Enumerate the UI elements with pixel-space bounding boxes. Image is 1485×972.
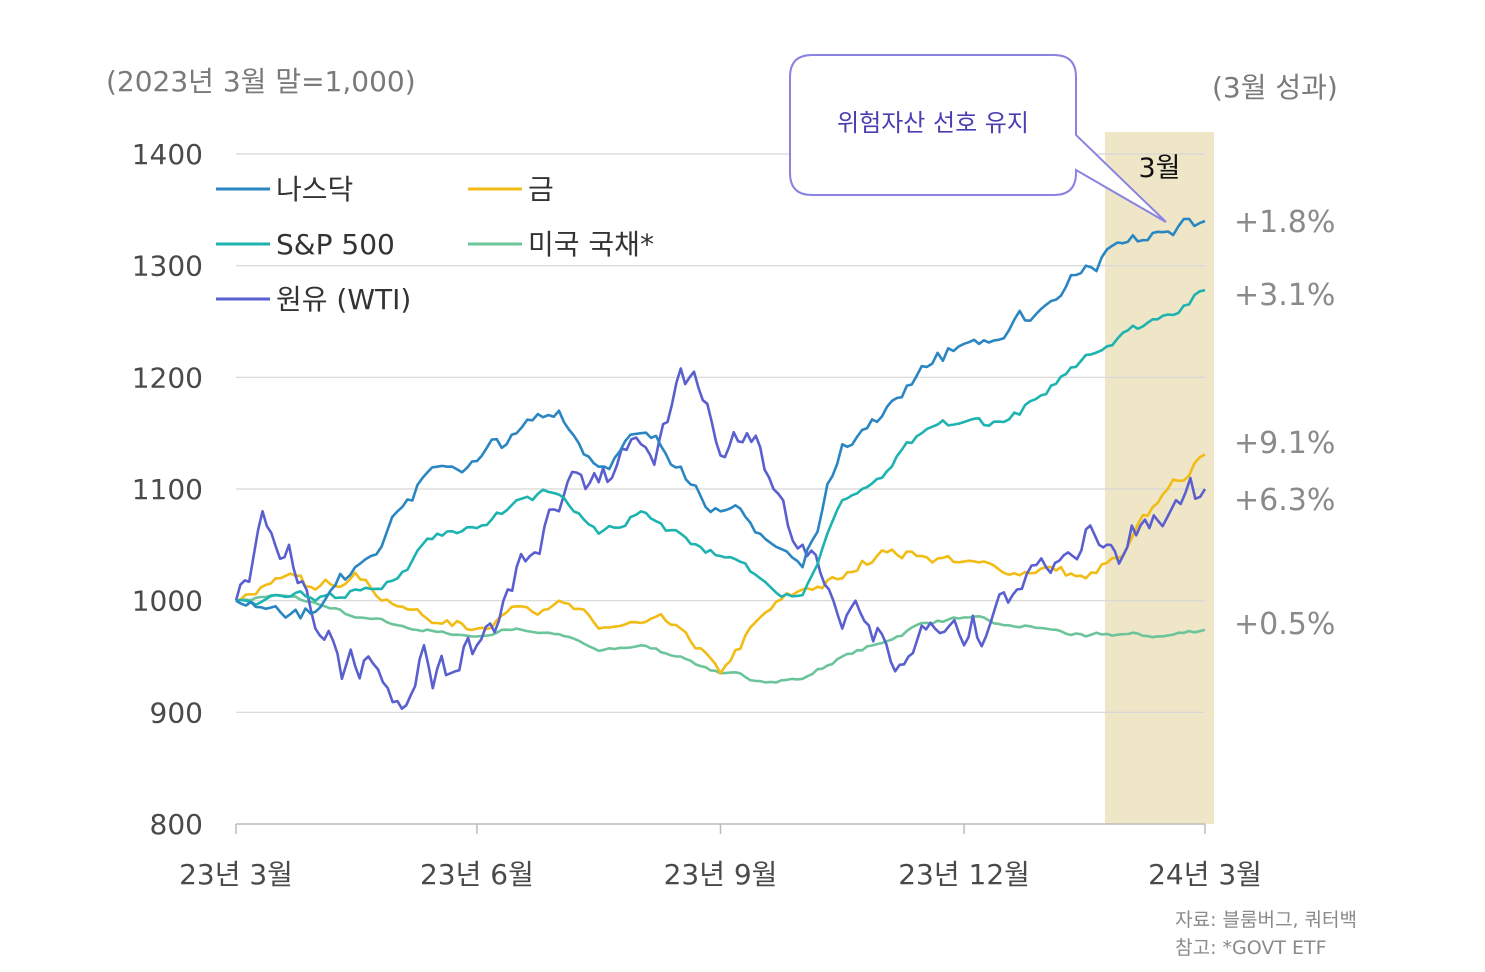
x-tick-label: 24년 3월 [1148,858,1262,891]
highlight-label: 3월 [1138,153,1180,184]
series-line-sp500 [235,288,1206,606]
y-axis-tick-labels: 1400 1300 1200 1100 1000 900 800 [132,138,203,841]
x-axis-ticks: 23년 3월 23년 6월 23년 9월 23년 12월 24년 3월 [179,824,1262,891]
end-label-wti: +6.3% [1234,483,1335,518]
series-line-gold [235,453,1206,675]
y-tick-label: 1400 [132,138,203,171]
end-label-nasdaq: +1.8% [1234,205,1335,240]
x-tick-label: 23년 12월 [898,858,1030,891]
highlight-band [1104,132,1214,824]
callout-bubble [789,54,1167,223]
y-axis-unit-label: (2023년 3월 말=1,000) [106,65,416,98]
x-tick-label: 23년 3월 [179,858,293,891]
y-tick-label: 900 [150,696,203,729]
legend: 나스닥 금 S&P 500 미국 국채* 원유 (WTI) [216,173,654,316]
series-end-labels: +1.8% +9.1% +3.1% +0.5% +6.3% [1234,205,1335,642]
callout-text: 위험자산 선호 유지 [837,109,1029,137]
x-tick-label: 23년 6월 [420,858,534,891]
source-notes: 자료: 블룸버그, 쿼터백 참고: *GOVT ETF [1175,906,1357,962]
series-lines [234,217,1207,710]
legend-label-nasdaq: 나스닥 [276,173,353,206]
y-tick-label: 1300 [132,250,203,283]
y-tick-label: 1100 [132,473,203,506]
y-tick-label: 800 [150,808,203,841]
performance-column-title: (3월 성과) [1212,71,1338,104]
y-tick-label: 1000 [132,585,203,618]
series-line-treasury [235,593,1206,684]
legend-label-wti: 원유 (WTI) [276,283,411,316]
note-line: 참고: *GOVT ETF [1175,937,1327,959]
y-tick-label: 1200 [132,361,203,394]
legend-label-gold: 금 [528,173,554,206]
end-label-treasury: +0.5% [1234,607,1335,642]
series-line-nasdaq [235,217,1206,620]
series-line-wti [234,367,1207,710]
legend-label-sp500: S&P 500 [276,228,395,261]
x-tick-label: 23년 9월 [664,858,778,891]
source-line: 자료: 블룸버그, 쿼터백 [1175,909,1357,931]
end-label-gold: +9.1% [1234,426,1335,461]
legend-label-treasury: 미국 국채* [528,228,654,261]
end-label-sp500: +3.1% [1234,278,1335,313]
